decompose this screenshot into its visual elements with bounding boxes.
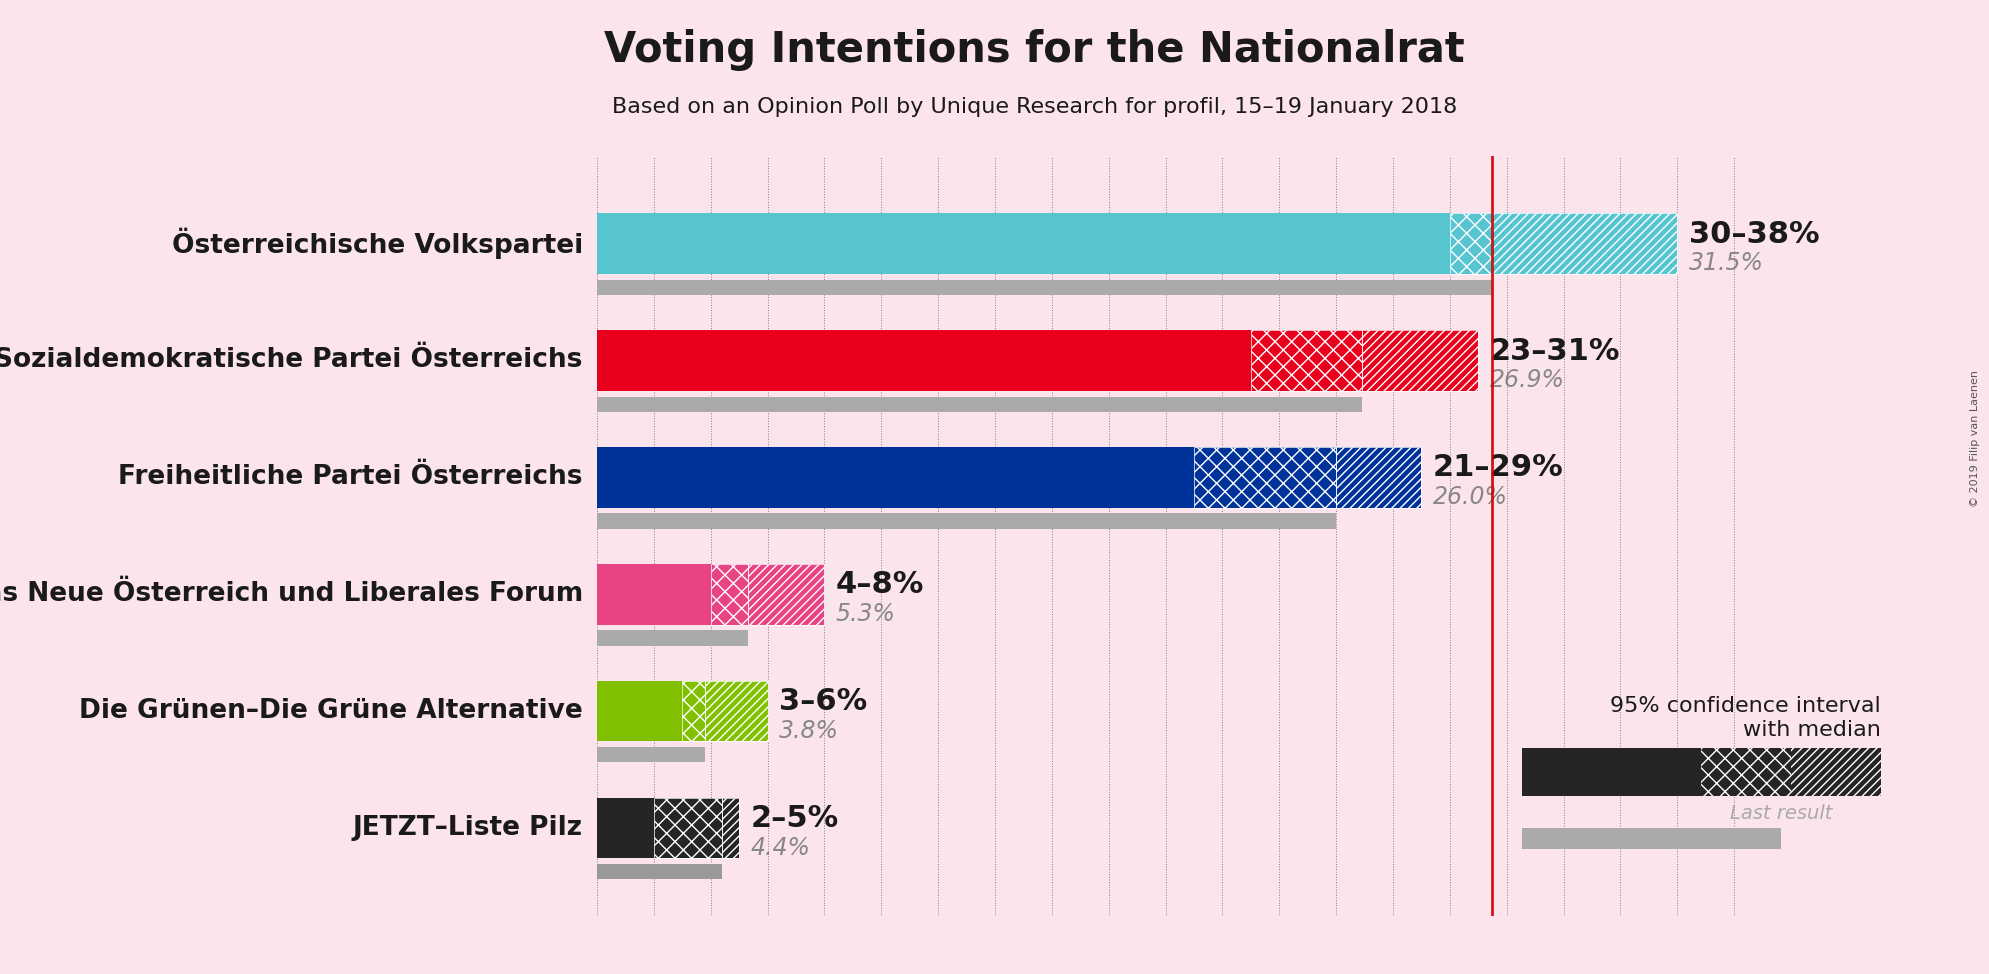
Text: 4.4%: 4.4% xyxy=(750,836,810,860)
Text: 3–6%: 3–6% xyxy=(778,688,867,716)
Bar xyxy=(722,798,738,858)
Text: JETZT–Liste Pilz: JETZT–Liste Pilz xyxy=(352,815,583,841)
Text: 4–8%: 4–8% xyxy=(835,571,923,599)
Text: NEOS–Das Neue Österreich und Liberales Forum: NEOS–Das Neue Österreich und Liberales F… xyxy=(0,581,583,607)
Bar xyxy=(597,513,1335,529)
Bar xyxy=(1701,748,1790,796)
Text: Die Grünen–Die Grüne Alternative: Die Grünen–Die Grüne Alternative xyxy=(80,698,583,724)
Text: Last result: Last result xyxy=(1728,804,1832,823)
Bar xyxy=(1335,447,1420,507)
Bar xyxy=(704,681,768,741)
Bar xyxy=(1522,828,1780,848)
Bar xyxy=(682,681,704,741)
Text: 3.8%: 3.8% xyxy=(778,719,839,743)
Text: Voting Intentions for the Nationalrat: Voting Intentions for the Nationalrat xyxy=(605,29,1464,71)
Bar xyxy=(1522,748,1701,796)
Text: 21–29%: 21–29% xyxy=(1432,454,1563,482)
Bar xyxy=(1790,748,1880,796)
Bar xyxy=(722,798,738,858)
Text: 26.0%: 26.0% xyxy=(1432,485,1508,509)
Bar xyxy=(1492,213,1677,274)
Bar xyxy=(748,564,823,624)
Bar xyxy=(597,747,704,763)
Bar xyxy=(1335,447,1420,507)
Text: Freiheitliche Partei Österreichs: Freiheitliche Partei Österreichs xyxy=(117,465,583,490)
Bar xyxy=(1193,447,1335,507)
Text: Based on an Opinion Poll by Unique Research for profil, 15–19 January 2018: Based on an Opinion Poll by Unique Resea… xyxy=(613,97,1456,118)
Bar xyxy=(654,798,722,858)
Bar xyxy=(1193,447,1335,507)
Bar xyxy=(597,213,1450,274)
Bar xyxy=(1251,330,1360,391)
Text: 23–31%: 23–31% xyxy=(1490,337,1619,365)
Bar xyxy=(748,564,823,624)
Bar xyxy=(597,280,1492,295)
Text: 26.9%: 26.9% xyxy=(1490,368,1563,393)
Bar xyxy=(597,630,748,646)
Bar xyxy=(597,447,1193,507)
Bar xyxy=(1360,330,1478,391)
Text: 95% confidence interval
with median: 95% confidence interval with median xyxy=(1609,696,1880,739)
Text: 30–38%: 30–38% xyxy=(1689,220,1818,248)
Bar xyxy=(597,330,1251,391)
Bar xyxy=(704,681,768,741)
Text: 2–5%: 2–5% xyxy=(750,805,837,833)
Bar xyxy=(597,798,654,858)
Bar xyxy=(1450,213,1492,274)
Bar xyxy=(597,681,682,741)
Bar xyxy=(1251,330,1360,391)
Bar xyxy=(1360,330,1478,391)
Bar xyxy=(710,564,748,624)
Bar xyxy=(682,681,704,741)
Bar xyxy=(710,564,748,624)
Text: Österreichische Volkspartei: Österreichische Volkspartei xyxy=(171,228,583,259)
Text: 5.3%: 5.3% xyxy=(835,602,895,626)
Bar xyxy=(1492,213,1677,274)
Bar xyxy=(597,564,710,624)
Text: © 2019 Filip van Laenen: © 2019 Filip van Laenen xyxy=(1969,370,1979,506)
Bar xyxy=(1450,213,1492,274)
Bar xyxy=(654,798,722,858)
Text: 31.5%: 31.5% xyxy=(1689,251,1762,276)
Bar xyxy=(597,864,722,880)
Bar xyxy=(597,396,1360,412)
Text: Sozialdemokratische Partei Österreichs: Sozialdemokratische Partei Österreichs xyxy=(0,348,583,373)
